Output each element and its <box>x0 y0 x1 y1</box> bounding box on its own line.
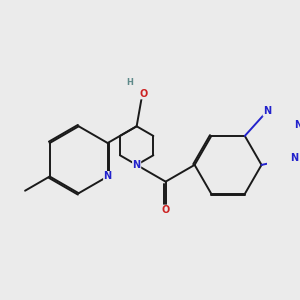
Text: N: N <box>294 120 300 130</box>
Text: O: O <box>161 205 170 215</box>
Text: N: N <box>290 153 298 163</box>
Text: H: H <box>127 78 134 87</box>
Text: N: N <box>103 172 112 182</box>
Text: N: N <box>133 160 141 170</box>
Text: N: N <box>263 106 271 116</box>
Text: O: O <box>139 89 148 99</box>
